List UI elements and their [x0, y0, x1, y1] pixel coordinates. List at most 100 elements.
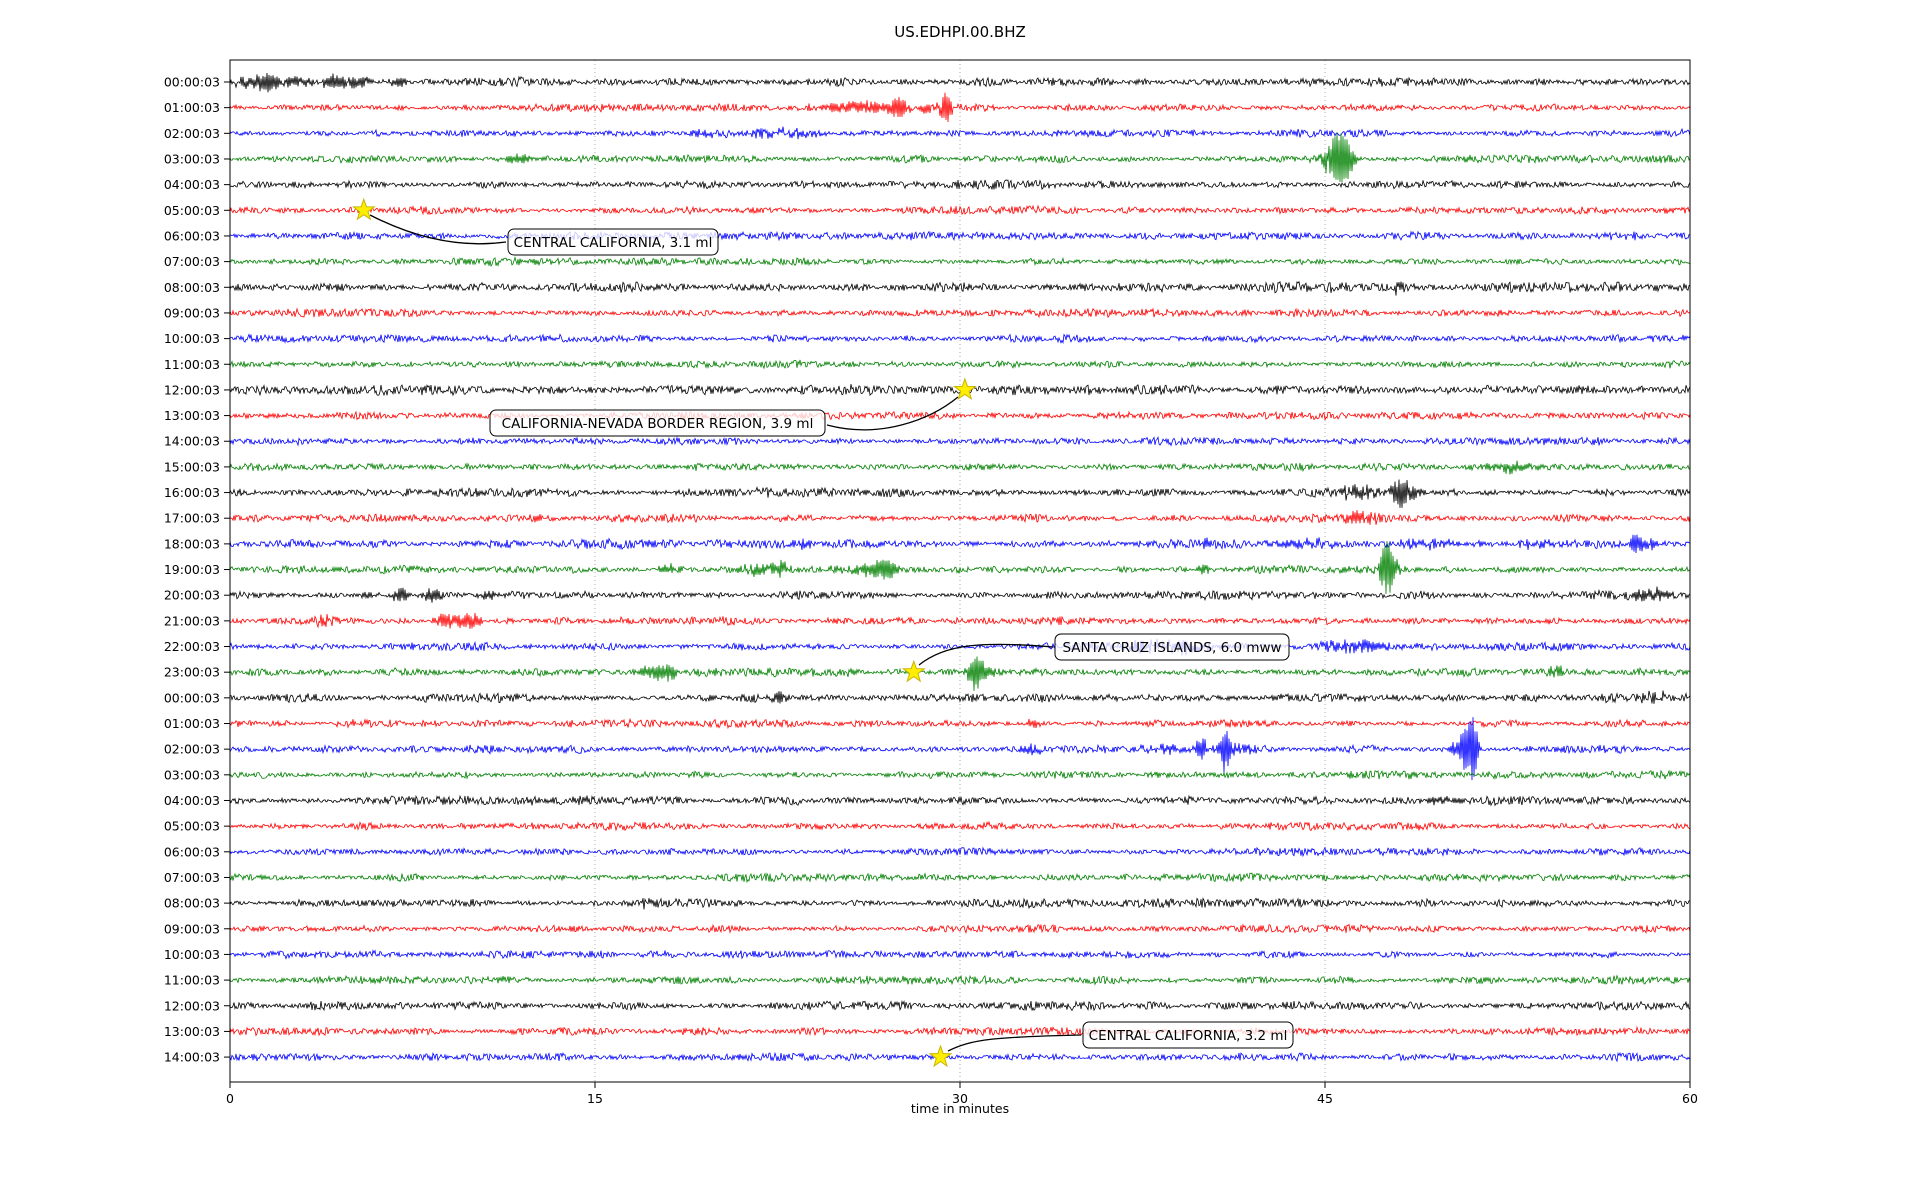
- y-tick-label: 07:00:03: [164, 254, 220, 269]
- x-tick-label: 45: [1317, 1091, 1333, 1106]
- seismogram-trace-row-25: [230, 717, 1690, 730]
- y-tick-label: 16:00:03: [164, 485, 220, 500]
- annotation-box: [507, 228, 719, 256]
- y-tick-label: 22:00:03: [164, 639, 220, 654]
- seismogram-trace-row-38: [230, 1051, 1690, 1063]
- y-tick-label: 04:00:03: [164, 177, 220, 192]
- y-tick-label: 01:00:03: [164, 100, 220, 115]
- seismogram-trace-row-33: [230, 923, 1690, 935]
- seismogram-trace-row-27: [230, 769, 1690, 780]
- seismogram-trace-row-30: [230, 846, 1690, 858]
- y-tick-label: 18:00:03: [164, 536, 220, 551]
- event-star-icon: [901, 659, 926, 683]
- y-tick-label: 17:00:03: [164, 511, 220, 526]
- y-tick-label: 00:00:03: [164, 75, 220, 90]
- annotation-box: [1082, 1021, 1294, 1049]
- y-tick-label: 11:00:03: [164, 357, 220, 372]
- seismogram-trace-row-5: [230, 204, 1690, 216]
- y-tick-label: 23:00:03: [164, 665, 220, 680]
- event-star-icon: [928, 1044, 953, 1068]
- annotation-label: SANTA CRUZ ISLANDS, 6.0 mww: [1062, 640, 1281, 656]
- seismogram-trace-row-8: [230, 280, 1690, 296]
- annotation-box: [489, 409, 826, 437]
- y-axis: 00:00:03 01:00:03 02:00:03 03:00:03 04:00:03…: [164, 75, 230, 1065]
- annotation-box: [1054, 633, 1290, 661]
- y-tick-label: 10:00:03: [164, 947, 220, 962]
- y-tick-label: 09:00:03: [164, 921, 220, 936]
- event-star-icon: [351, 197, 376, 221]
- seismogram-trace-row-26: [230, 717, 1690, 781]
- y-tick-label: 21:00:03: [164, 613, 220, 628]
- seismogram-trace-row-19: [230, 540, 1690, 594]
- seismogram-trace-row-21: [230, 612, 1690, 629]
- y-tick-label: 07:00:03: [164, 870, 220, 885]
- seismogram-trace-row-4: [230, 179, 1690, 191]
- seismogram-trace-row-15: [230, 460, 1690, 475]
- y-tick-label: 08:00:03: [164, 896, 220, 911]
- y-tick-label: 01:00:03: [164, 716, 220, 731]
- y-tick-label: 02:00:03: [164, 742, 220, 757]
- y-tick-label: 12:00:03: [164, 382, 220, 397]
- y-tick-label: 14:00:03: [164, 434, 220, 449]
- y-tick-label: 03:00:03: [164, 151, 220, 166]
- y-tick-label: 06:00:03: [164, 228, 220, 243]
- seismogram-trace-row-6: [230, 230, 1690, 242]
- y-tick-label: 00:00:03: [164, 690, 220, 705]
- y-tick-label: 12:00:03: [164, 998, 220, 1013]
- seismogram-trace-row-18: [230, 534, 1690, 554]
- y-tick-label: 08:00:03: [164, 280, 220, 295]
- event-star-icon: [952, 377, 977, 401]
- seismogram-trace-row-0: [230, 72, 1690, 93]
- seismogram-trace-row-16: [230, 479, 1690, 508]
- y-tick-label: 13:00:03: [164, 408, 220, 423]
- seismogram-trace-row-11: [230, 359, 1690, 370]
- annotation-connector: [826, 396, 959, 431]
- seismogram-trace-row-35: [230, 974, 1690, 986]
- seismogram-trace-row-13: [230, 410, 1690, 421]
- annotation-connector: [369, 214, 507, 245]
- seismogram-trace-row-34: [230, 949, 1690, 960]
- seismogram-trace-row-10: [230, 333, 1690, 345]
- x-tick-label: 15: [587, 1091, 603, 1106]
- seismogram-trace-row-14: [230, 435, 1690, 447]
- x-axis: 0 15 30 45 60: [226, 1082, 1698, 1106]
- y-tick-label: 09:00:03: [164, 305, 220, 320]
- y-tick-label: 05:00:03: [164, 819, 220, 834]
- y-tick-label: 04:00:03: [164, 793, 220, 808]
- y-tick-label: 03:00:03: [164, 767, 220, 782]
- x-axis-title: time in minutes: [911, 1101, 1009, 1116]
- seismogram-trace-row-24: [230, 690, 1690, 704]
- x-tick-label: 60: [1682, 1091, 1698, 1106]
- seismogram-trace-row-7: [230, 256, 1690, 268]
- x-tick-label: 0: [226, 1091, 234, 1106]
- y-tick-label: 02:00:03: [164, 126, 220, 141]
- y-tick-label: 11:00:03: [164, 973, 220, 988]
- y-tick-label: 05:00:03: [164, 203, 220, 218]
- annotation-connector: [947, 1034, 1082, 1052]
- y-tick-label: 06:00:03: [164, 844, 220, 859]
- annotation-label: CENTRAL CALIFORNIA, 3.1 ml: [514, 235, 713, 251]
- seismogram-trace-row-36: [230, 999, 1690, 1012]
- seismogram-trace-row-31: [230, 872, 1690, 884]
- y-tick-label: 15:00:03: [164, 459, 220, 474]
- seismogram-trace-row-29: [230, 820, 1690, 832]
- seismogram-trace-row-32: [230, 897, 1690, 910]
- seismogram-trace-row-17: [230, 510, 1690, 525]
- annotations: CENTRAL CALIFORNIA, 3.1 ml CALIFORNIA-NEV…: [351, 197, 1294, 1068]
- annotation-label: CENTRAL CALIFORNIA, 3.2 ml: [1089, 1028, 1288, 1044]
- plot-title: US.EDHPI.00.BHZ: [894, 23, 1026, 41]
- seismogram-trace-row-3: [230, 132, 1690, 183]
- y-tick-label: 10:00:03: [164, 331, 220, 346]
- seismogram-trace-row-23: [230, 656, 1690, 691]
- y-tick-label: 20:00:03: [164, 588, 220, 603]
- y-tick-label: 19:00:03: [164, 562, 220, 577]
- annotation-connector: [918, 643, 1054, 666]
- y-tick-label: 14:00:03: [164, 1050, 220, 1065]
- seismogram-trace-row-2: [230, 126, 1690, 140]
- annotation-label: CALIFORNIA-NEVADA BORDER REGION, 3.9 ml: [502, 416, 814, 432]
- seismogram-trace-row-9: [230, 307, 1690, 319]
- seismogram-trace-row-1: [230, 92, 1690, 123]
- seismogram-trace-row-28: [230, 794, 1690, 807]
